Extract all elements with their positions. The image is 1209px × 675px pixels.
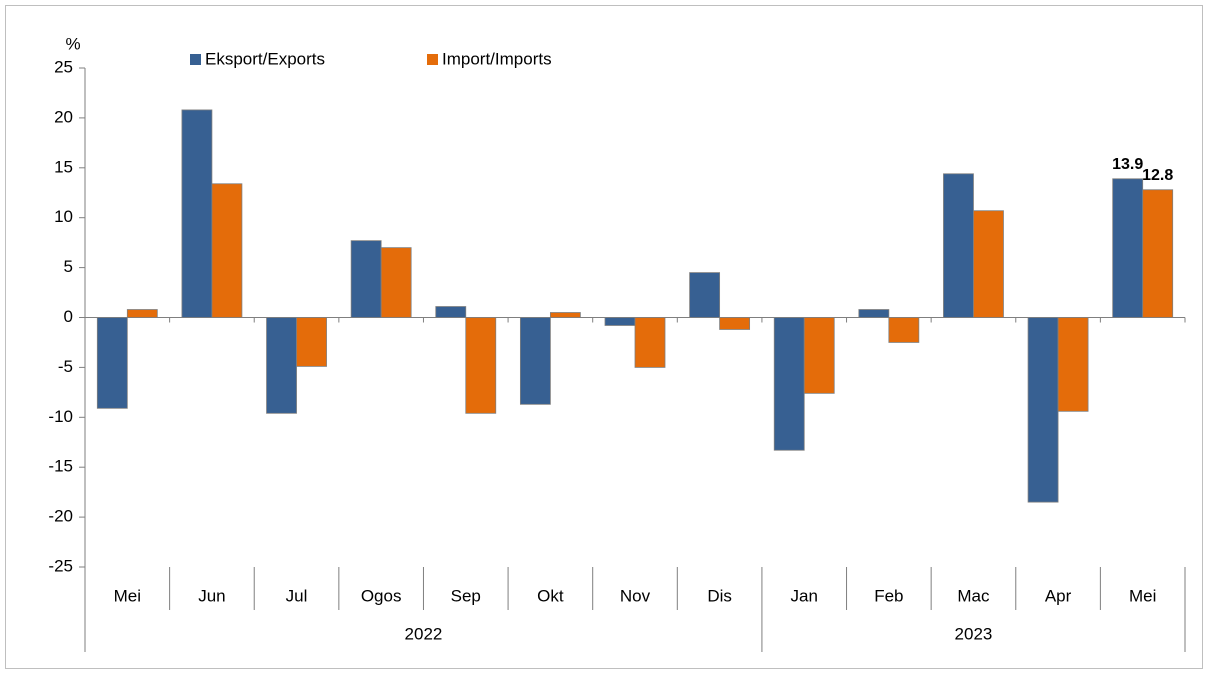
x-tick-label: Sep — [451, 586, 481, 605]
legend-swatch — [427, 54, 438, 65]
y-tick-label: -5 — [58, 357, 73, 376]
bar — [1112, 178, 1144, 318]
y-tick-label: 25 — [54, 57, 73, 76]
y-tick-label: 5 — [64, 257, 73, 276]
x-tick-label: Mac — [957, 586, 990, 605]
bar — [858, 309, 890, 318]
bar — [435, 306, 467, 318]
bar — [634, 317, 666, 368]
group-label: 2022 — [405, 624, 443, 643]
y-tick-label: -10 — [48, 407, 73, 426]
y-tick-label: 0 — [64, 307, 73, 326]
legend-swatch — [190, 54, 201, 65]
bar — [211, 183, 243, 318]
data-label: 12.8 — [1142, 167, 1173, 184]
bar — [96, 317, 128, 409]
bar — [803, 317, 835, 394]
bar — [181, 109, 213, 318]
x-tick-label: Feb — [874, 586, 903, 605]
y-tick-label: 10 — [54, 207, 73, 226]
y-tick-label: -15 — [48, 457, 73, 476]
bar — [719, 317, 751, 330]
bar — [296, 317, 327, 367]
bar — [943, 173, 974, 318]
bar — [465, 317, 497, 414]
bar — [604, 317, 636, 326]
y-tick-label: -25 — [48, 556, 73, 575]
bar — [888, 317, 920, 343]
x-tick-label: Dis — [707, 586, 732, 605]
bar — [266, 317, 297, 414]
bar — [1057, 317, 1089, 412]
x-tick-label: Ogos — [361, 586, 402, 605]
bar — [1142, 189, 1174, 318]
x-tick-label: Jun — [198, 586, 225, 605]
x-tick-label: Mei — [1129, 586, 1156, 605]
bar — [689, 272, 721, 318]
chart-frame — [5, 5, 1203, 669]
x-tick-label: Apr — [1045, 586, 1072, 605]
y-tick-label: -20 — [48, 507, 73, 526]
bar — [773, 317, 805, 451]
legend-label: Import/Imports — [442, 49, 552, 68]
y-tick-label: 15 — [54, 157, 73, 176]
x-tick-label: Okt — [537, 586, 564, 605]
bar — [519, 317, 551, 405]
bar — [549, 312, 581, 318]
bar — [973, 210, 1004, 318]
bar — [350, 240, 382, 318]
x-tick-label: Jul — [286, 586, 308, 605]
x-tick-label: Mei — [114, 586, 141, 605]
x-tick-label: Jan — [791, 586, 818, 605]
bar — [380, 247, 412, 318]
y-tick-label: 20 — [54, 107, 73, 126]
data-label: 13.9 — [1112, 156, 1143, 173]
x-tick-label: Nov — [620, 586, 651, 605]
y-axis-label: % — [65, 34, 80, 53]
bar — [126, 309, 158, 318]
group-label: 2023 — [955, 624, 993, 643]
legend-label: Eksport/Exports — [205, 49, 325, 68]
bar — [1027, 317, 1059, 503]
